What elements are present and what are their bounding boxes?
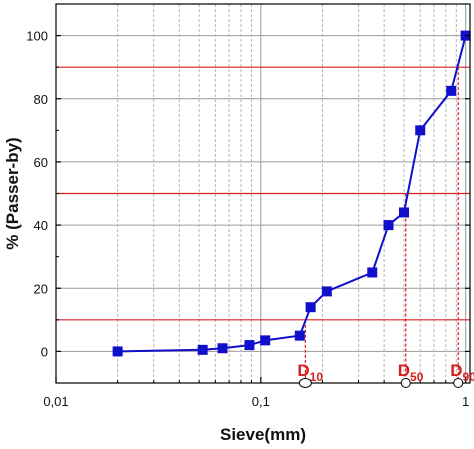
d90-marker	[453, 378, 464, 388]
d50-label: D50	[398, 361, 424, 384]
data-point	[260, 335, 271, 346]
y-tick-label: 0	[41, 344, 48, 359]
d50-marker	[400, 378, 411, 388]
reference-lines	[56, 66, 470, 383]
x-tick-label: 1	[462, 394, 469, 409]
data-point	[321, 286, 332, 297]
d10-marker	[298, 378, 312, 388]
data-point	[446, 85, 457, 96]
data-point	[415, 125, 426, 136]
data-point	[244, 340, 255, 351]
y-tick-label: 100	[26, 29, 48, 44]
data-point	[217, 343, 228, 354]
data-point	[294, 330, 305, 341]
data-point	[398, 207, 409, 218]
data-point	[112, 346, 123, 357]
y-axis-title: % (Passer-by)	[3, 137, 22, 249]
y-tick-label: 20	[34, 281, 48, 296]
y-tick-label: 60	[34, 155, 48, 170]
x-axis-title: Sieve(mm)	[220, 425, 306, 444]
data-point	[367, 267, 378, 278]
y-tick-label: 40	[34, 218, 48, 233]
d10-label: D10	[297, 361, 323, 384]
data-point	[305, 302, 316, 313]
x-tick-label: 0,01	[43, 394, 68, 409]
tick-labels: 0 20 40 60 80 100 0,01 0,1 1	[26, 29, 469, 409]
d90-label: D90	[450, 361, 474, 384]
data-point	[383, 220, 394, 231]
y-tick-label: 80	[34, 92, 48, 107]
data-point	[197, 344, 208, 355]
axis-ticks	[55, 34, 470, 383]
d-annotations: D10 D50 D90	[297, 361, 474, 388]
x-tick-label: 0,1	[252, 394, 270, 409]
